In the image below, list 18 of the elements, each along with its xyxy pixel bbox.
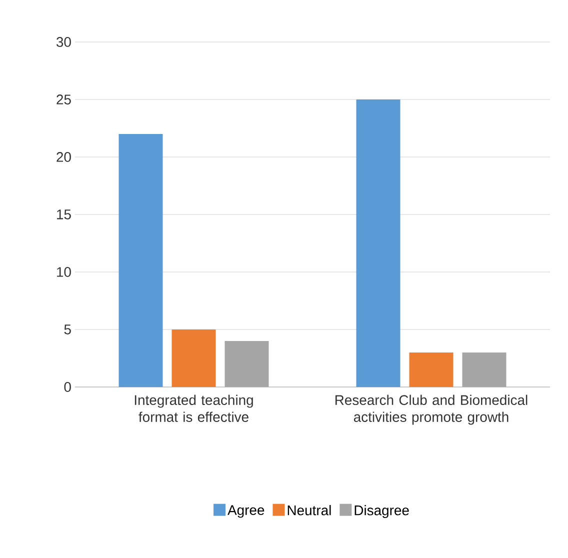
y-tick-label: 10: [57, 267, 71, 277]
legend-label: Agree: [228, 505, 264, 518]
bar: [224, 341, 269, 387]
legend-label: Disagree: [354, 505, 409, 518]
bar: [356, 99, 400, 387]
y-tick-label: 15: [57, 210, 71, 220]
bar: [462, 352, 506, 387]
y-tick-label: 0: [64, 382, 71, 392]
y-tick-label: 25: [56, 94, 71, 104]
bar: [118, 134, 163, 387]
bar: [172, 330, 216, 387]
legend-label: Neutral: [288, 505, 331, 516]
x-tick-label: Research Club and Biomedical activities promote growth: [335, 394, 528, 425]
y-tick-label: 20: [56, 152, 71, 162]
bar: [409, 352, 454, 387]
y-tick-label: 30: [56, 37, 71, 47]
x-tick-label: Integrated teaching format is effective: [134, 394, 253, 422]
y-tick-label: 5: [64, 324, 71, 334]
